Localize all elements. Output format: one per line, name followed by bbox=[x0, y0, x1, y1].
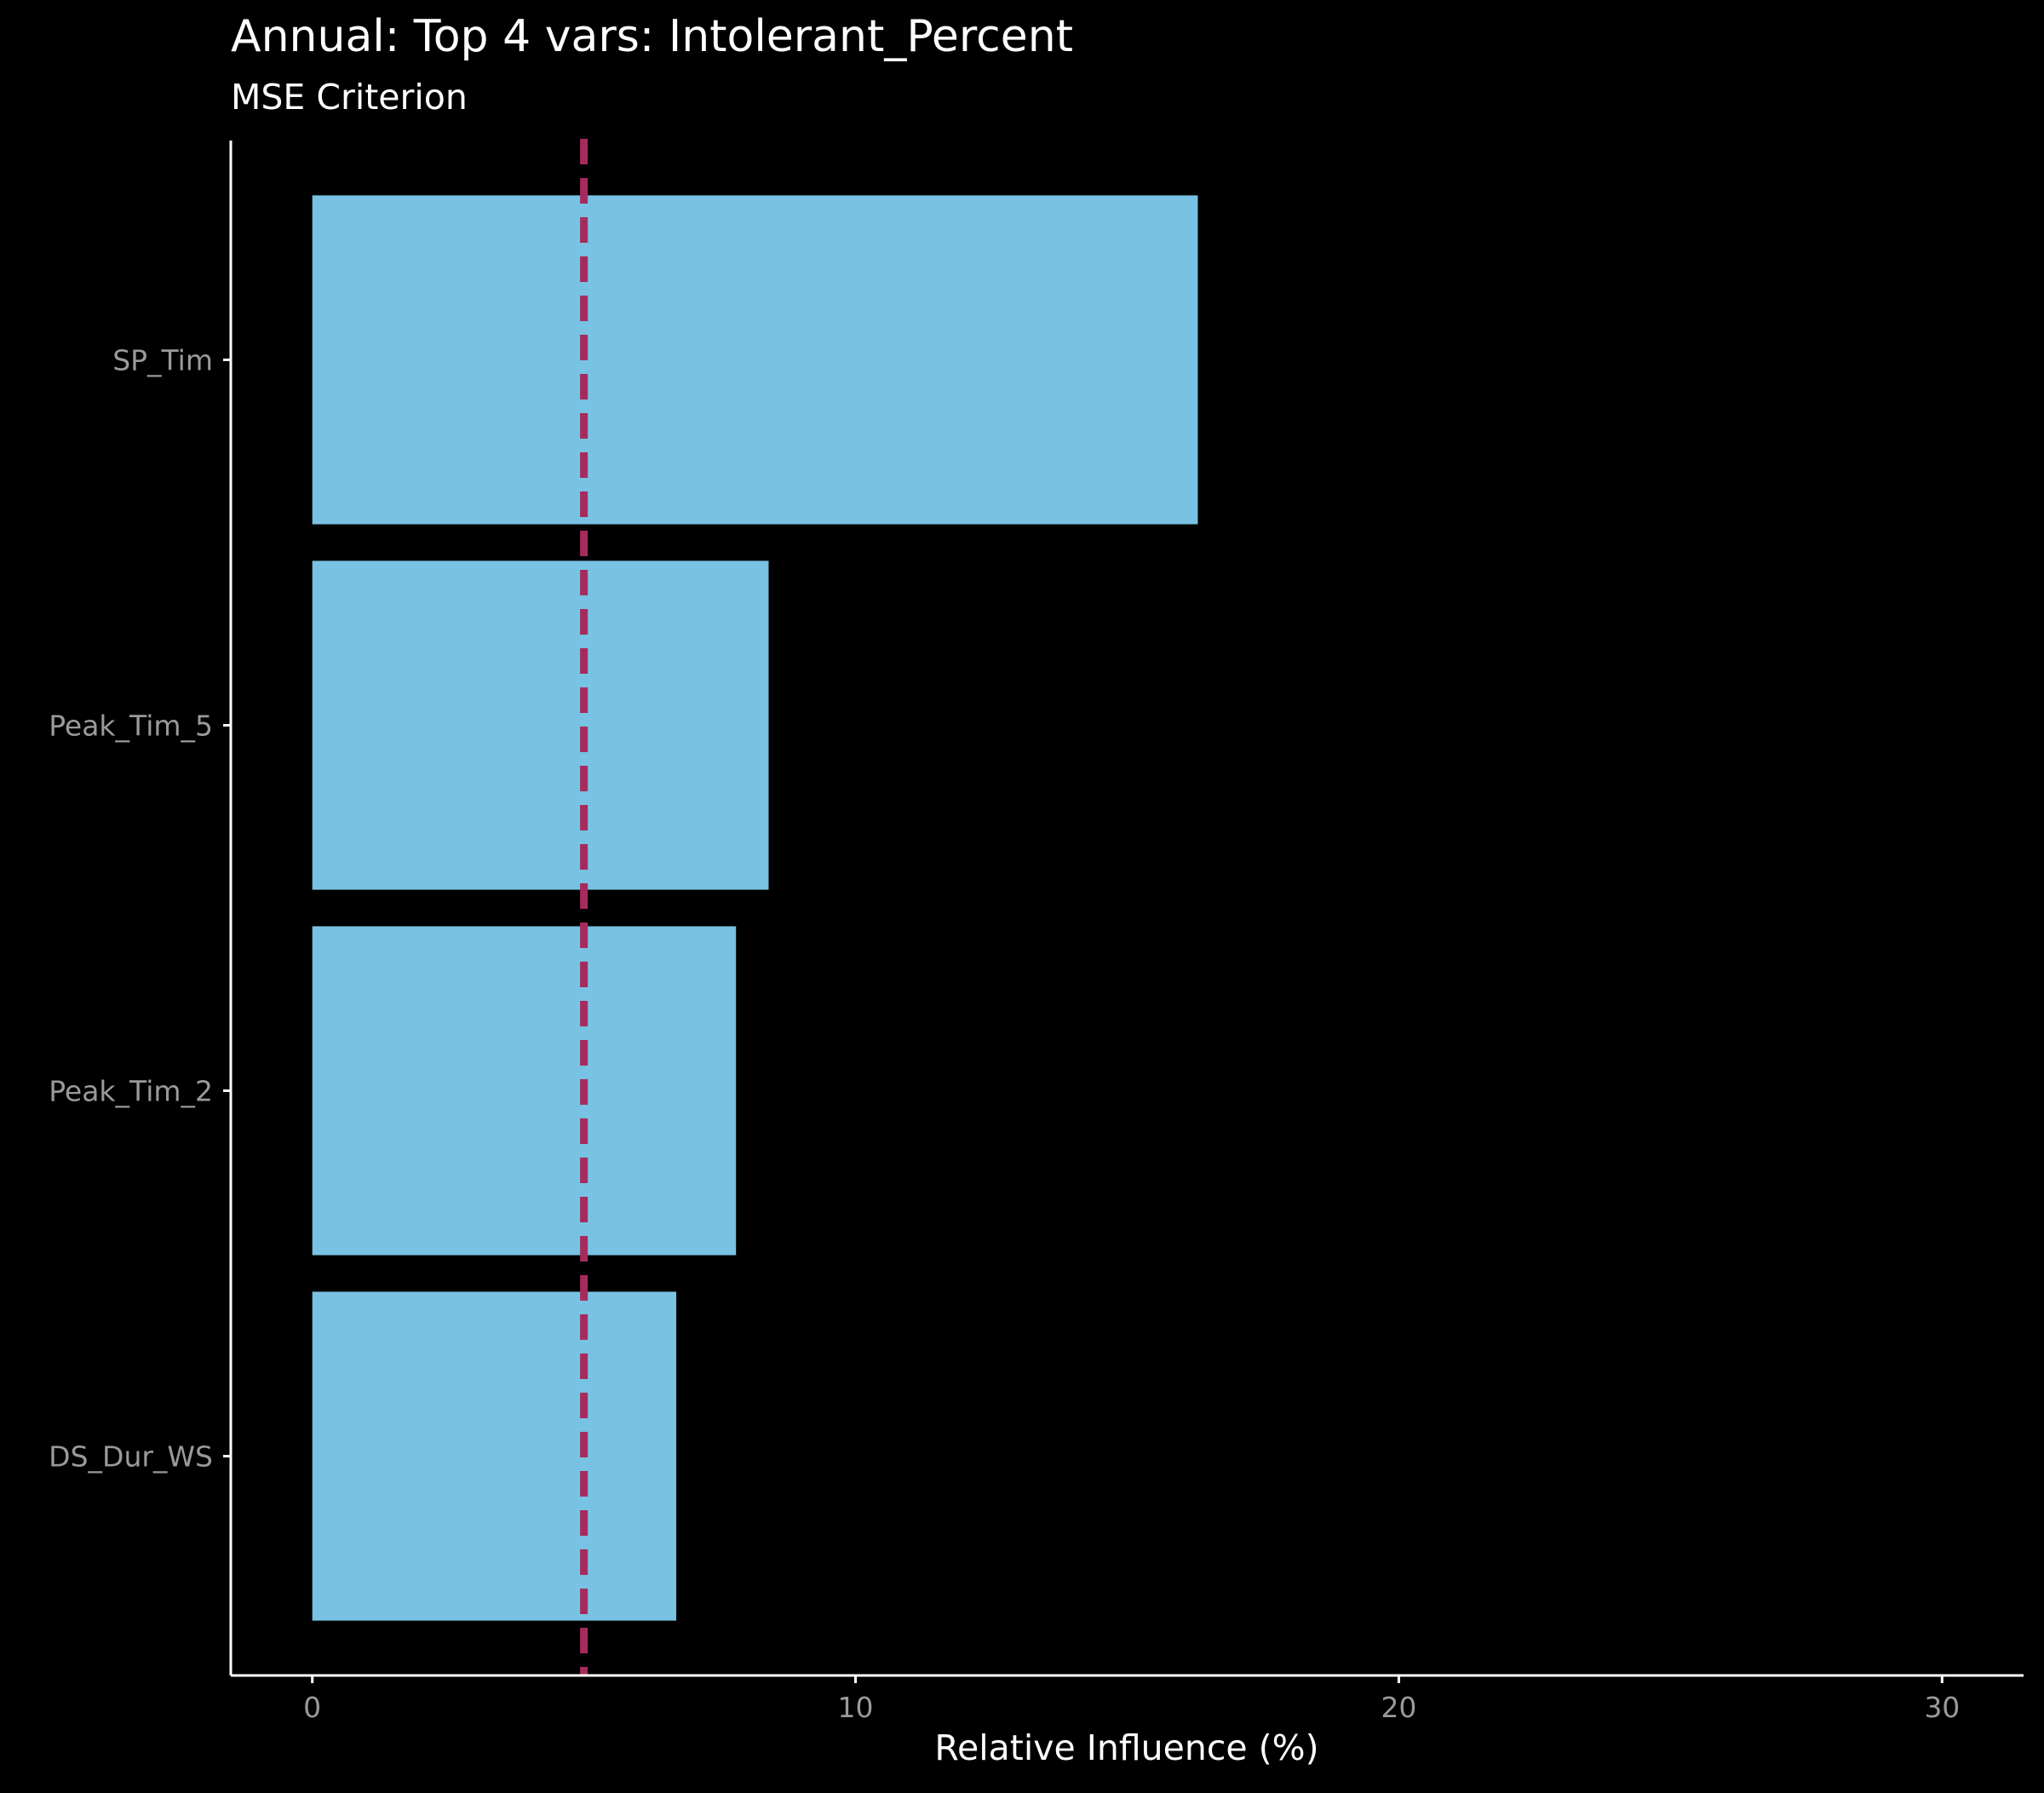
axes-layer: SP_Tim Peak_Tim_5 Peak_Tim_2 DS_Dur_WS 0 10 20… bbox=[49, 141, 2024, 1724]
x-tick-label: 10 bbox=[838, 1691, 874, 1724]
chart-subtitle: MSE Criterion bbox=[231, 77, 468, 118]
bar-ds-dur-ws bbox=[312, 1291, 677, 1621]
x-tick-label: 20 bbox=[1381, 1691, 1416, 1724]
x-tick-label: 0 bbox=[303, 1691, 321, 1724]
bars-layer bbox=[312, 195, 1198, 1621]
y-tick-label: SP_Tim bbox=[112, 343, 213, 376]
x-tick-label: 30 bbox=[1924, 1691, 1960, 1724]
bar-sp-tim bbox=[312, 195, 1198, 525]
y-tick-label: Peak_Tim_2 bbox=[49, 1075, 213, 1108]
x-axis-title: Relative Influence (%) bbox=[934, 1727, 1318, 1768]
y-tick-label: Peak_Tim_5 bbox=[49, 709, 213, 742]
bar-peak-tim-2 bbox=[312, 926, 737, 1256]
chart-title: Annual: Top 4 vars: Intolerant_Percent bbox=[231, 11, 1073, 62]
bar-peak-tim-5 bbox=[312, 560, 769, 890]
y-tick-label: DS_Dur_WS bbox=[49, 1440, 213, 1474]
